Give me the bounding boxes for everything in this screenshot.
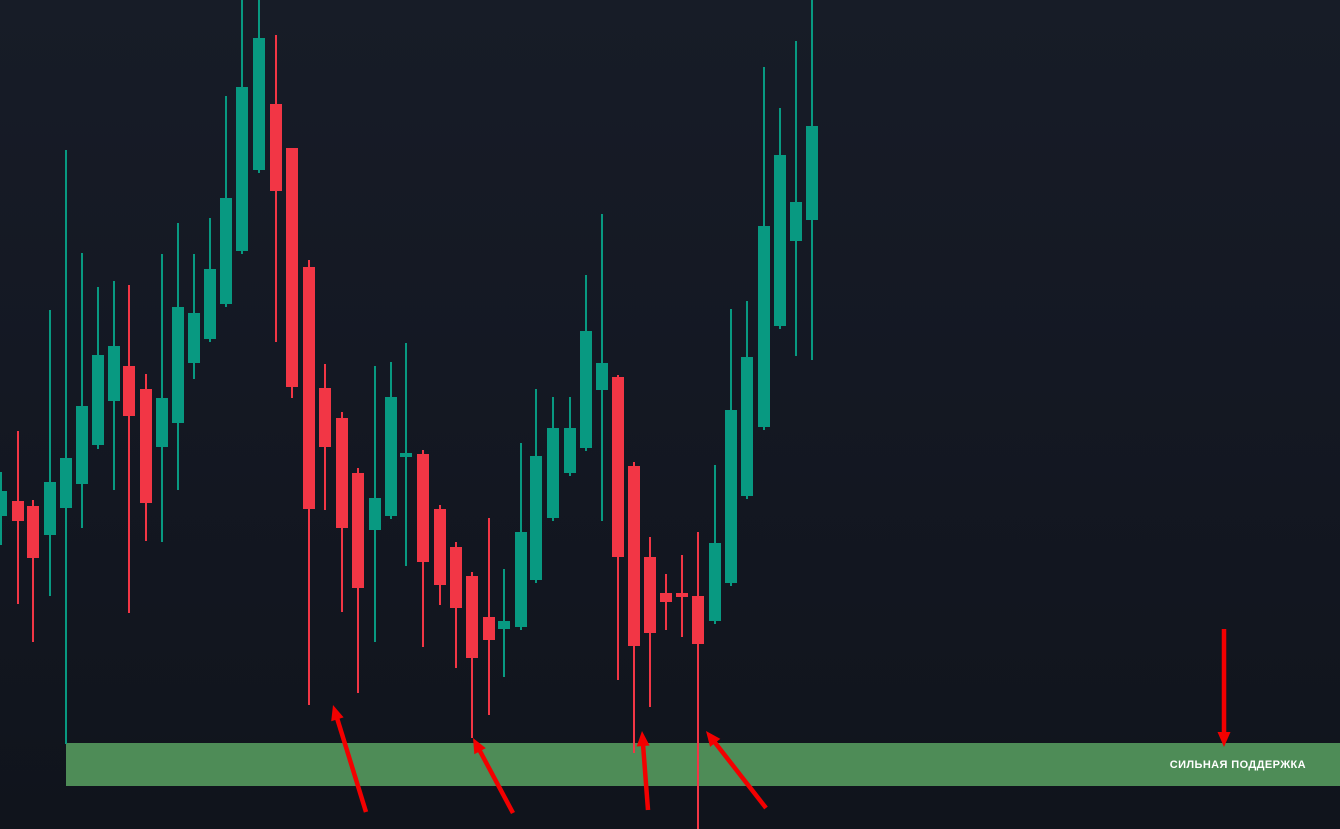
candle-body — [220, 198, 232, 304]
candle-body — [708, 543, 721, 621]
candle-body — [564, 428, 576, 473]
candle-body — [514, 532, 527, 627]
candle-body — [465, 576, 478, 658]
candle-body — [0, 491, 7, 516]
candle-body — [417, 454, 430, 562]
candle-body — [434, 509, 446, 585]
candle-body — [774, 155, 786, 326]
candle-body — [790, 202, 802, 241]
candle-body — [450, 547, 462, 608]
candle-body — [335, 418, 348, 528]
candle-wick — [665, 574, 667, 630]
candle-body — [352, 473, 364, 588]
candle-body — [11, 501, 24, 521]
candle-body — [498, 621, 510, 629]
candle-wick — [795, 41, 797, 356]
candle-wick — [48, 310, 51, 596]
candle-body — [269, 104, 282, 191]
candle-body — [530, 456, 543, 580]
candle-body — [252, 38, 265, 170]
candle-wick — [487, 518, 490, 715]
candle-body — [400, 453, 413, 457]
candle-body — [741, 357, 754, 496]
candle-body — [172, 307, 184, 423]
candle-wick — [697, 532, 700, 829]
candle-body — [806, 126, 818, 220]
candle-body — [368, 498, 381, 530]
candle-body — [660, 593, 672, 602]
candle-body — [757, 226, 770, 427]
candle-body — [236, 87, 248, 251]
candle-body — [43, 482, 56, 535]
candle-body — [75, 406, 88, 484]
candle-body — [725, 410, 737, 583]
candle-body — [692, 596, 705, 644]
support-zone-label: СИЛЬНАЯ ПОДДЕРЖКА — [1169, 758, 1306, 771]
candle-body — [628, 466, 641, 646]
candle-body — [579, 331, 592, 448]
candle-body — [302, 267, 315, 509]
candle-wick — [128, 285, 130, 613]
candle-body — [595, 363, 608, 390]
candle-body — [644, 557, 657, 633]
candle-body — [546, 428, 559, 518]
candle-body — [188, 313, 200, 363]
candle-body — [59, 458, 72, 508]
candle-body — [204, 269, 217, 339]
candle-body — [155, 398, 168, 447]
candle-wick — [32, 500, 34, 642]
candle-body — [27, 506, 39, 558]
candle-body — [318, 388, 331, 447]
candle-wick — [80, 253, 83, 528]
candle-body — [123, 366, 135, 416]
candle-body — [285, 148, 298, 387]
candle-wick — [64, 150, 67, 744]
candle-body — [107, 346, 120, 401]
candle-body — [385, 397, 397, 516]
candle-body — [139, 389, 152, 503]
candle-body — [676, 593, 688, 597]
candle-body — [482, 617, 495, 640]
candle-body — [91, 355, 104, 445]
candle-body — [612, 377, 625, 557]
support-zone: СИЛЬНАЯ ПОДДЕРЖКА — [66, 743, 1340, 786]
